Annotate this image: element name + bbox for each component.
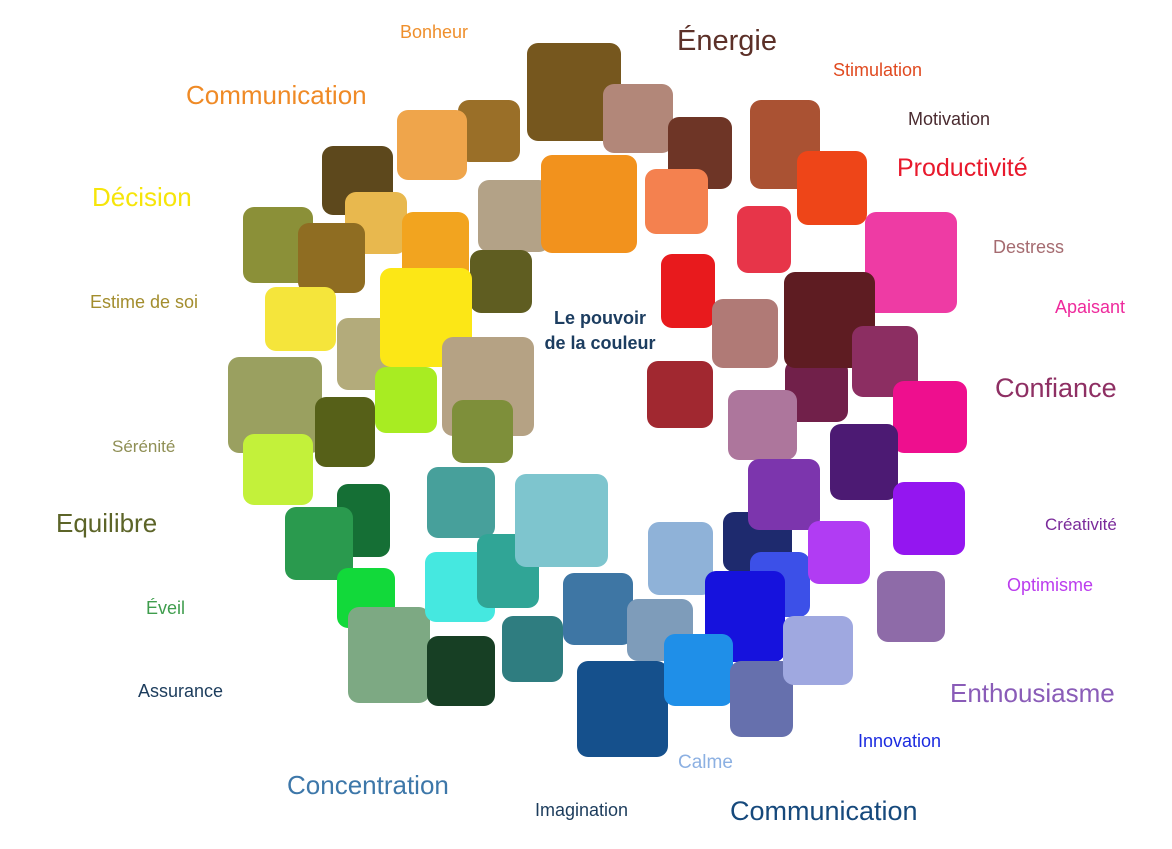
swatch-orange-light (397, 110, 467, 180)
label-concentration: Concentration (287, 770, 449, 800)
swatch-teal-medium (502, 616, 563, 682)
swatch-dusty-purple (877, 571, 945, 642)
label-innovation: Innovation (858, 731, 942, 751)
swatch-dark-olive (470, 250, 532, 313)
label-serenite: Sérénité (112, 437, 176, 456)
swatch-golden-brown (458, 100, 520, 162)
label-destress: Destress (993, 237, 1065, 257)
label-creativite: Créativité (1045, 515, 1117, 534)
swatch-sage-green (348, 607, 430, 703)
swatch-dark-goldenrod (298, 223, 365, 293)
swatch-magenta-pink (865, 212, 957, 313)
swatch-deep-pink (893, 381, 967, 453)
swatch-salmon (645, 169, 708, 234)
swatch-purple-medium (748, 459, 820, 530)
label-motivation: Motivation (908, 109, 991, 129)
swatch-red-bright (661, 254, 715, 328)
swatch-big-orange (541, 155, 637, 253)
label-productivite: Productivité (897, 154, 1028, 182)
page-title-line1: Le pouvoir (553, 308, 646, 328)
label-enthousiasme: Enthousiasme (950, 678, 1115, 708)
swatch-orchid (808, 521, 870, 584)
page-title-line2: de la couleur (544, 333, 656, 353)
label-communication-top: Communication (186, 80, 367, 110)
swatch-mauve (728, 390, 797, 460)
label-apaisant: Apaisant (1055, 297, 1126, 317)
label-energie: Énergie (677, 25, 777, 57)
label-stimulation: Stimulation (833, 60, 923, 80)
swatch-teal-muted (427, 467, 495, 538)
swatch-avocado (452, 400, 513, 463)
swatch-rosy-brown-top (603, 84, 673, 153)
label-confiance: Confiance (995, 373, 1117, 403)
swatch-rosybrown-mid (712, 299, 778, 368)
swatch-darkred-brick (647, 361, 713, 428)
swatch-chartreuse (375, 367, 437, 433)
swatch-chartreuse-light (243, 434, 313, 505)
label-equilibre: Equilibre (56, 508, 158, 538)
swatch-yellow-square (265, 287, 336, 351)
swatch-big-light-teal (515, 474, 608, 567)
swatch-violet-bright (893, 482, 965, 555)
label-optimisme: Optimisme (1007, 575, 1094, 595)
swatch-dark-purple (830, 424, 898, 500)
swatch-tan-small (478, 180, 550, 252)
swatch-light-periwinkle (783, 616, 853, 685)
label-imagination: Imagination (535, 800, 629, 820)
label-bonheur: Bonheur (400, 22, 469, 42)
swatch-dark-green (427, 636, 495, 706)
swatch-crimson-red (737, 206, 791, 273)
swatch-orange-red (797, 151, 867, 225)
swatch-big-navy-blue (577, 661, 668, 757)
label-eveil: Éveil (146, 598, 186, 618)
label-calme: Calme (678, 752, 733, 773)
swatch-dark-olive-green (315, 397, 375, 467)
swatch-medium-green (285, 507, 353, 580)
label-assurance: Assurance (138, 681, 224, 701)
label-communication-bottom: Communication (730, 796, 918, 826)
swatch-light-steel-blue (648, 522, 713, 595)
page-title: Le pouvoir de la couleur (510, 306, 690, 356)
swatch-steel-blue (563, 573, 633, 645)
label-estime-de-soi: Estime de soi (90, 292, 199, 312)
label-decision: Décision (92, 182, 192, 212)
swatch-dodger-blue (664, 634, 733, 706)
